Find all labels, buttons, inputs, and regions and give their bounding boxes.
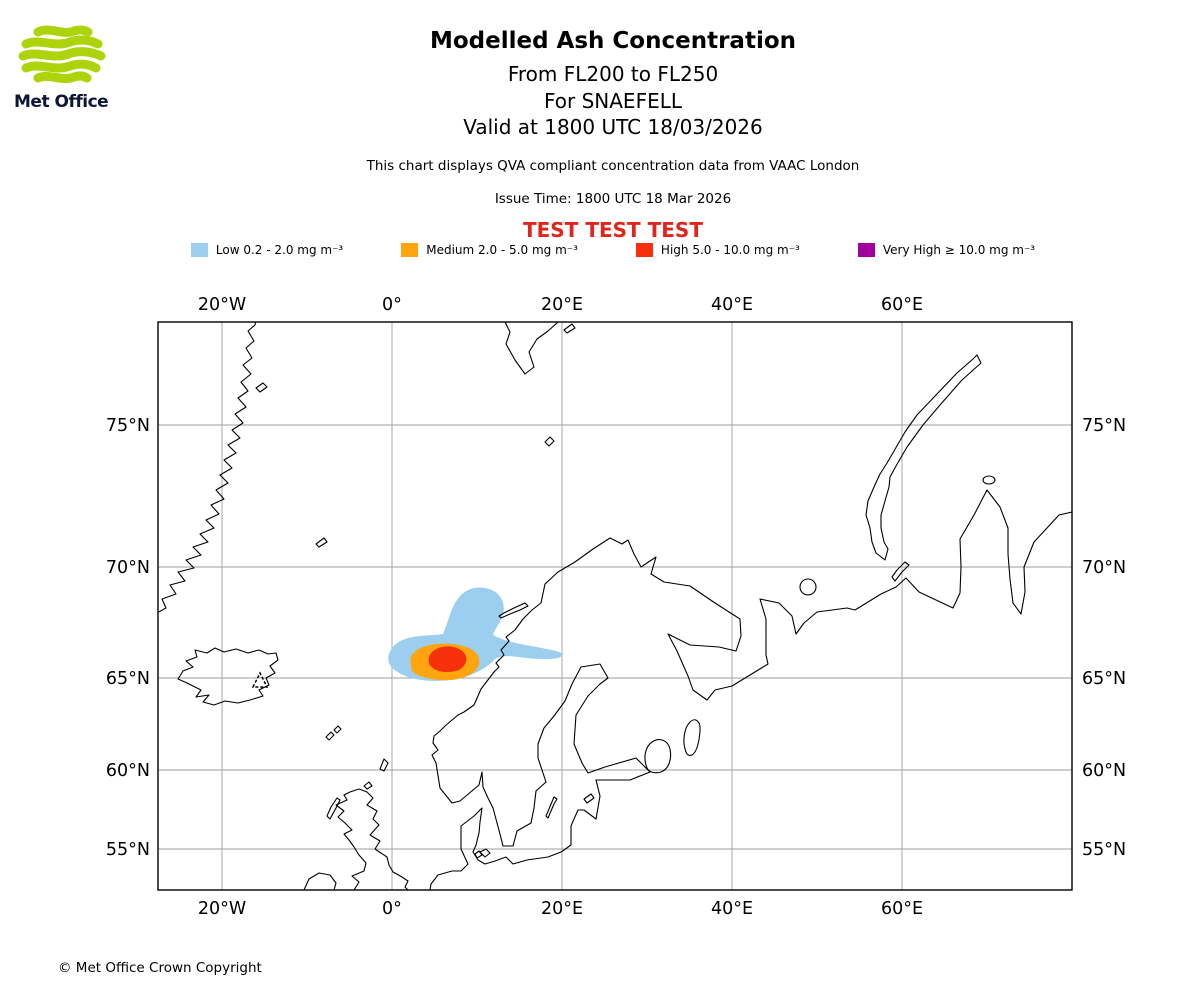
coastline-faroe-1 xyxy=(325,731,335,741)
coastline-iceland xyxy=(177,647,279,706)
coastline-jan-mayen xyxy=(315,537,328,548)
legend-label-low: Low 0.2 - 2.0 mg m⁻³ xyxy=(215,243,344,257)
legend-item-low: Low 0.2 - 2.0 mg m⁻³ xyxy=(190,243,344,257)
lat-axis-left: 75°N 70°N 65°N 60°N 55°N xyxy=(106,416,150,860)
coastline-britain xyxy=(335,788,409,890)
legend-swatch-low xyxy=(190,243,208,257)
lake-onega xyxy=(683,719,701,756)
coastline-bear-island xyxy=(544,436,555,447)
coastline-orkney xyxy=(363,781,373,790)
issue-time: Issue Time: 1800 UTC 18 Mar 2026 xyxy=(494,190,732,207)
lat-label-left-4: 55°N xyxy=(106,840,150,860)
coastline-greenland-island xyxy=(255,382,268,393)
coastline-faroe-2 xyxy=(333,725,342,734)
coastline-hebrides xyxy=(326,797,341,820)
legend-swatch-high xyxy=(635,243,653,257)
lat-label-right-4: 55°N xyxy=(1082,840,1126,860)
legend-swatch-very-high xyxy=(857,243,875,257)
map-border xyxy=(157,321,1073,891)
subtitle-valid-time: Valid at 1800 UTC 18/03/2026 xyxy=(463,115,763,139)
lon-label-bottom-0: 20°W xyxy=(198,899,246,919)
met-office-logo: Met Office xyxy=(14,24,124,112)
lon-label-bottom-3: 40°E xyxy=(711,899,753,919)
coastline-novaya-zemlya xyxy=(865,354,982,561)
lon-axis-top: 20°W 0° 20°E 40°E 60°E xyxy=(198,295,923,315)
legend-item-medium: Medium 2.0 - 5.0 mg m⁻³ xyxy=(401,243,578,257)
lat-label-right-2: 65°N xyxy=(1082,669,1126,689)
title-block: Modelled Ash Concentration From FL200 to… xyxy=(13,28,1200,242)
lon-label-top-4: 60°E xyxy=(881,295,923,315)
legend-label-high: High 5.0 - 10.0 mg m⁻³ xyxy=(660,243,800,257)
page-title: Modelled Ash Concentration xyxy=(429,28,797,54)
met-office-logo-text: Met Office xyxy=(14,92,109,112)
lon-label-top-1: 0° xyxy=(382,295,402,315)
lon-label-top-0: 20°W xyxy=(198,295,246,315)
lat-label-left-0: 75°N xyxy=(106,416,150,436)
copyright-notice: © Met Office Crown Copyright xyxy=(58,960,262,976)
coastline-lofoten xyxy=(498,602,529,619)
legend-label-medium: Medium 2.0 - 5.0 mg m⁻³ xyxy=(426,243,578,257)
map-background xyxy=(158,322,1072,890)
map-canvas: 20°W 0° 20°E 40°E 60°E 20°W 0° 20°E 40°E… xyxy=(106,295,1126,919)
coastline-vaygach xyxy=(891,561,910,582)
coastline-zealand xyxy=(479,848,491,858)
map-container: 20°W 0° 20°E 40°E 60°E 20°W 0° 20°E 40°E… xyxy=(100,280,1140,925)
lon-label-bottom-4: 60°E xyxy=(881,899,923,919)
legend: Low 0.2 - 2.0 mg m⁻³ Medium 2.0 - 5.0 mg… xyxy=(13,243,1200,257)
coastline-ireland xyxy=(303,872,337,890)
lat-label-left-2: 65°N xyxy=(106,669,150,689)
lake-ladoga xyxy=(644,739,672,774)
coastline-funen xyxy=(474,850,483,859)
subtitle-volcano: For SNAEFELL xyxy=(543,88,682,113)
lon-label-top-3: 40°E xyxy=(711,295,753,315)
volcano-marker-icon xyxy=(251,671,269,688)
lat-label-left-3: 60°N xyxy=(106,761,150,781)
lat-axis-right: 75°N 70°N 65°N 60°N 55°N xyxy=(1082,416,1126,860)
coastline-gotland xyxy=(545,796,558,819)
legend-swatch-medium xyxy=(401,243,419,257)
lon-label-top-2: 20°E xyxy=(541,295,583,315)
coastline-kolguev xyxy=(799,578,817,596)
lon-label-bottom-1: 0° xyxy=(382,899,402,919)
legend-label-very-high: Very High ≥ 10.0 mg m⁻³ xyxy=(882,243,1036,257)
lat-label-right-0: 75°N xyxy=(1082,416,1126,436)
met-office-logo-icon xyxy=(18,25,106,84)
legend-item-very-high: Very High ≥ 10.0 mg m⁻³ xyxy=(857,243,1036,257)
coastline-svalbard-island xyxy=(563,323,576,334)
lat-label-right-3: 60°N xyxy=(1082,761,1126,781)
coastline-shetland xyxy=(379,758,389,772)
lon-axis-bottom: 20°W 0° 20°E 40°E 60°E xyxy=(198,899,923,919)
lat-label-right-1: 70°N xyxy=(1082,558,1126,578)
ash-plume-high xyxy=(428,646,467,673)
coastline-svalbard xyxy=(504,322,558,375)
subtitle-flight-levels: From FL200 to FL250 xyxy=(507,62,719,86)
chart-description: This chart displays QVA compliant concen… xyxy=(366,157,860,174)
coastline-greenland xyxy=(158,322,257,613)
test-banner: TEST TEST TEST xyxy=(523,217,703,242)
lon-label-bottom-2: 20°E xyxy=(541,899,583,919)
graticule xyxy=(158,322,1072,890)
coastline-belyy-island xyxy=(982,475,996,485)
legend-item-high: High 5.0 - 10.0 mg m⁻³ xyxy=(635,243,800,257)
coastline-eurasia xyxy=(429,489,1072,890)
lat-label-left-1: 70°N xyxy=(106,558,150,578)
coastline-saaremaa xyxy=(583,793,595,804)
